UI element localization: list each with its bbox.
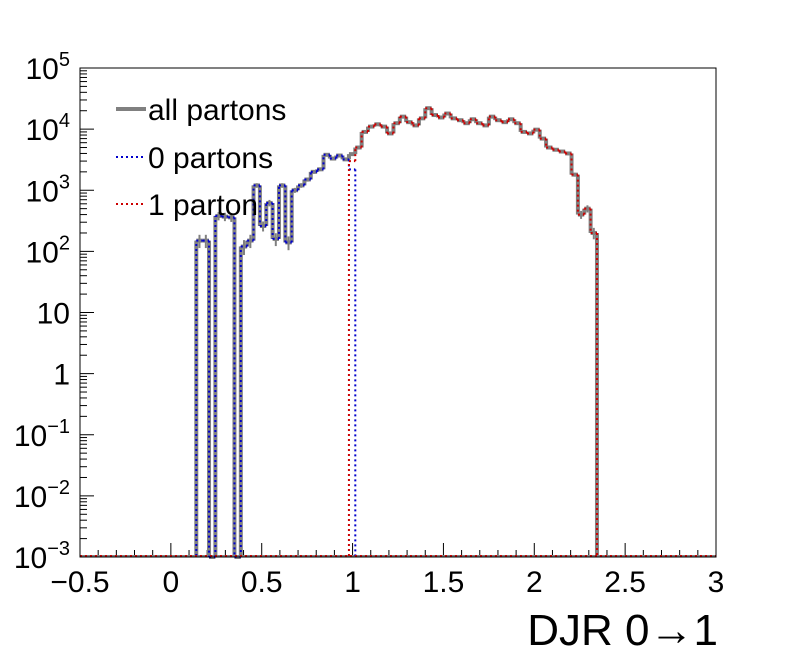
x-tick-label: 0.5 xyxy=(241,566,283,599)
y-tick-exponent: −3 xyxy=(47,538,70,560)
y-tick-label: 104 xyxy=(26,110,71,147)
x-tick-label: 2.5 xyxy=(604,566,646,599)
y-tick-exponent: 5 xyxy=(59,49,70,71)
legend-item-all-partons: all partons xyxy=(116,94,286,127)
x-tick-label: 3 xyxy=(708,566,725,599)
y-tick-base: 10 xyxy=(26,53,59,86)
y-tick-label: 102 xyxy=(26,232,71,269)
legend-item-0-partons: 0 partons xyxy=(116,142,273,175)
legend-label-all-partons: all partons xyxy=(148,94,286,127)
y-tick-base: 10 xyxy=(26,236,59,269)
x-tick-label: 1 xyxy=(344,566,361,599)
y-tick-exponent: −2 xyxy=(47,477,70,499)
x-tick-label: 1.5 xyxy=(423,566,465,599)
legend: all partons 0 partons 1 parton xyxy=(116,94,286,222)
x-axis-label: DJR 0→1 xyxy=(527,606,718,655)
series-all-partons xyxy=(80,106,716,559)
x-tick-labels: −0.5 0 0.5 1 1.5 2 2.5 3 xyxy=(50,566,724,599)
x-tick-label: 0 xyxy=(163,566,180,599)
y-tick-label: 105 xyxy=(26,49,71,86)
series-1-parton xyxy=(80,107,716,557)
y-tick-base: 10 xyxy=(14,542,47,575)
y-tick-label: 103 xyxy=(26,171,71,208)
plot-frame xyxy=(79,67,717,558)
y-tick-base: 10 xyxy=(26,175,59,208)
y-tick-base: 1 xyxy=(53,359,70,392)
y-tick-exponent: 3 xyxy=(59,171,70,193)
y-tick-base: 10 xyxy=(37,298,70,331)
y-tick-base: 10 xyxy=(14,420,47,453)
legend-label-0-partons: 0 partons xyxy=(148,142,273,175)
y-tick-exponent: −1 xyxy=(47,416,70,438)
y-tick-base: 10 xyxy=(26,114,59,147)
y-tick-base: 10 xyxy=(14,481,47,514)
series-layer xyxy=(80,106,716,559)
y-tick-label: 10−1 xyxy=(14,416,70,453)
y-tick-label: 10−2 xyxy=(14,477,70,514)
y-tick-exponent: 4 xyxy=(59,110,70,132)
legend-label-1-parton: 1 parton xyxy=(148,189,258,222)
legend-item-1-parton: 1 parton xyxy=(116,189,258,222)
y-tick-label: 10−3 xyxy=(14,538,70,575)
x-tick-label: −0.5 xyxy=(50,566,109,599)
y-tick-label: 1 xyxy=(53,359,70,392)
y-tick-label: 10 xyxy=(37,298,70,331)
y-tick-exponent: 2 xyxy=(59,232,70,254)
x-tick-label: 2 xyxy=(526,566,543,599)
